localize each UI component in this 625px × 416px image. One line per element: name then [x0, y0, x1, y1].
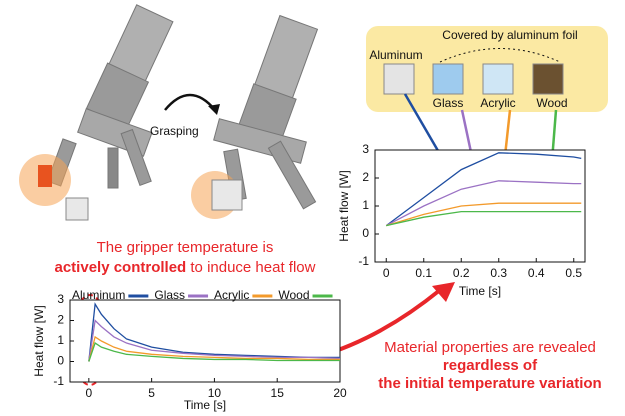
y-tick-label: 3: [57, 292, 64, 306]
x-tick-label: 15: [271, 386, 285, 400]
y-tick-label: -1: [358, 254, 369, 268]
x-axis-label: Time [s]: [184, 398, 226, 412]
y-tick-label: 3: [362, 142, 369, 156]
x-tick-label: 20: [333, 386, 347, 400]
caption: The gripper temperature is: [97, 239, 274, 256]
plot-frame: [70, 300, 340, 382]
x-tick-label: 0.3: [490, 266, 507, 280]
x-axis-label: Time [s]: [459, 284, 501, 298]
y-tick-label: 1: [362, 198, 369, 212]
plot-frame: [375, 150, 585, 262]
x-tick-label: 0: [85, 386, 92, 400]
grasp-arrow: [165, 95, 215, 110]
materials-heading: Covered by aluminum foil: [442, 28, 577, 42]
y-tick-label: 0: [362, 226, 369, 240]
object-cube: [66, 198, 88, 220]
material-label: Wood: [536, 96, 567, 110]
y-tick-label: -1: [53, 374, 64, 388]
cube-acrylic: [483, 64, 513, 94]
legend-label: Glass: [154, 288, 185, 302]
x-tick-label: 0.5: [565, 266, 582, 280]
grasped-cube: [212, 180, 242, 210]
y-tick-label: 1: [57, 333, 64, 347]
material-label: Glass: [433, 96, 464, 110]
y-tick-label: 2: [57, 313, 64, 327]
legend-label: Acrylic: [214, 288, 249, 302]
x-tick-label: 0: [383, 266, 390, 280]
y-tick-label: 0: [57, 354, 64, 368]
x-tick-label: 0.2: [453, 266, 470, 280]
y-axis-label: Heat flow [W]: [337, 170, 351, 241]
y-tick-label: 2: [362, 170, 369, 184]
cube-aluminum: [384, 64, 414, 94]
legend-label: Aluminum: [72, 288, 125, 302]
x-tick-label: 0.1: [415, 266, 432, 280]
cube-wood: [533, 64, 563, 94]
y-axis-label: Heat flow [W]: [32, 305, 46, 376]
x-tick-label: 0.4: [528, 266, 545, 280]
caption-bold: actively controlled: [55, 259, 187, 276]
result-bold: regardless of: [443, 357, 538, 374]
cube-glass: [433, 64, 463, 94]
caption-rest: to induce heat flow: [190, 259, 315, 276]
material-label: Aluminum: [369, 48, 422, 62]
result: Material properties are revealed: [384, 339, 596, 356]
figure: Grasping Covered by aluminum foil Alumin…: [0, 0, 625, 416]
material-label: Acrylic: [480, 96, 515, 110]
x-tick-label: 5: [148, 386, 155, 400]
result-bold: the initial temperature variation: [378, 375, 601, 392]
action-label: Grasping: [150, 124, 199, 138]
caption: actively controlled to induce heat flow: [55, 259, 316, 276]
heater: [38, 165, 52, 187]
gripper-open: [48, 5, 173, 188]
legend-label: Wood: [278, 288, 309, 302]
